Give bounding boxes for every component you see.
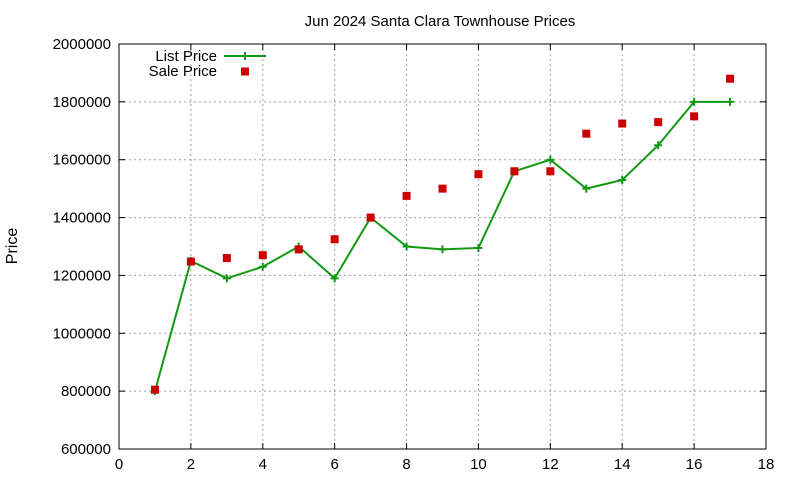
list-price-point <box>222 274 231 283</box>
chart-title: Jun 2024 Santa Clara Townhouse Prices <box>305 13 576 30</box>
list-price-point <box>438 245 447 254</box>
x-tick-label: 0 <box>115 456 123 473</box>
x-tick-label: 10 <box>470 456 487 473</box>
sale-price-point <box>474 170 483 179</box>
x-tick-label: 18 <box>758 456 775 473</box>
sale-price-point <box>582 129 591 138</box>
y-tick-label: 800000 <box>61 383 111 400</box>
sale-price-point <box>402 191 411 200</box>
list-price-point <box>258 262 267 271</box>
y-tick-label: 1800000 <box>53 94 111 111</box>
legend-label-list-price: List Price <box>155 48 217 65</box>
y-tick-label: 1400000 <box>53 210 111 227</box>
x-tick-label: 6 <box>330 456 338 473</box>
y-axis-label: Price <box>4 228 21 265</box>
list-price-point <box>546 155 555 164</box>
sale-price-point <box>150 385 159 394</box>
sale-price-point <box>654 118 663 127</box>
legend-marker-list-price <box>241 52 249 60</box>
sale-price-point <box>330 235 339 244</box>
list-price-point <box>726 97 735 106</box>
legend-marker-sale-price <box>241 67 249 76</box>
sale-price-point <box>258 251 267 260</box>
sale-price-point <box>510 167 519 176</box>
y-tick-label: 2000000 <box>53 36 111 53</box>
x-tick-label: 16 <box>686 456 703 473</box>
axis-ticks: 0 2 4 6 8 10 12 14 16 18 600000 800000 1000000 120000… <box>53 36 775 473</box>
list-price-point <box>582 184 591 193</box>
sale-price-point <box>726 74 735 83</box>
sale-price-point <box>438 184 447 193</box>
x-tick-label: 12 <box>542 456 559 473</box>
list-price-point <box>330 274 339 283</box>
sale-price-point <box>294 245 303 254</box>
sale-price-point <box>690 112 699 121</box>
sale-price-point <box>222 254 231 263</box>
legend-label-sale-price: Sale Price <box>149 63 217 80</box>
y-tick-label: 1200000 <box>53 267 111 284</box>
sale-price-point <box>546 167 555 176</box>
sale-price-point <box>366 213 375 222</box>
y-tick-label: 1000000 <box>53 325 111 342</box>
list-price-point <box>402 242 411 251</box>
x-tick-label: 14 <box>614 456 631 473</box>
list-price-point <box>654 141 663 150</box>
x-tick-label: 4 <box>259 456 267 473</box>
plot-frame <box>118 43 767 450</box>
list-price-point <box>690 97 699 106</box>
list-price-point <box>618 175 627 184</box>
sale-price-point <box>186 257 195 266</box>
series-layer <box>150 74 735 396</box>
y-tick-label: 600000 <box>61 441 111 458</box>
y-tick-label: 1600000 <box>53 152 111 169</box>
list-price-point <box>474 243 483 252</box>
x-tick-label: 8 <box>402 456 410 473</box>
x-tick-label: 2 <box>187 456 195 473</box>
sale-price-point <box>618 119 627 128</box>
